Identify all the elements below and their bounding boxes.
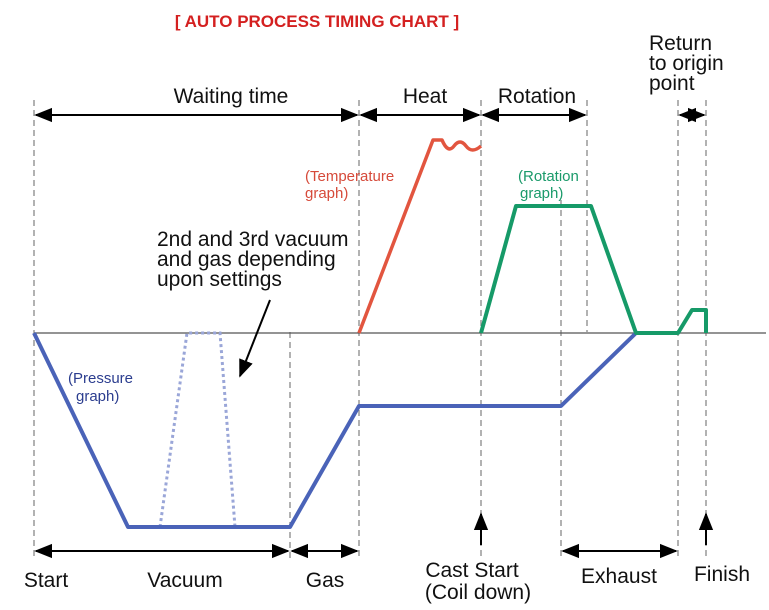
pressure-graph-line xyxy=(32,331,638,529)
annotation-line2: and gas depending xyxy=(157,248,336,271)
optional-vacuum-trace xyxy=(158,331,237,528)
annotation-line1: 2nd and 3rd vacuum xyxy=(157,228,348,251)
rotation-label: Rotation xyxy=(498,85,576,108)
rotation-graph-line xyxy=(479,204,708,335)
exhaust-label: Exhaust xyxy=(581,565,657,588)
heat-label: Heat xyxy=(403,85,448,108)
annotation-line3: upon settings xyxy=(157,268,282,291)
pressure-label-line1: (Pressure xyxy=(68,370,133,387)
return-label-line1: Return xyxy=(649,32,712,55)
return-label-line2: to origin xyxy=(649,52,724,75)
pressure-label-line2: graph) xyxy=(76,388,119,405)
temperature-label-line1: (Temperature xyxy=(305,168,394,185)
start-label: Start xyxy=(24,569,69,592)
rotation-graph-label-line1: (Rotation xyxy=(518,168,579,185)
annotation-arrow xyxy=(239,299,271,378)
temperature-label-line2: graph) xyxy=(305,185,348,202)
finish-label: Finish xyxy=(694,563,750,586)
bottom-phase-arrows xyxy=(34,512,714,559)
waiting-time-label: Waiting time xyxy=(174,85,289,108)
chart-title: [ AUTO PROCESS TIMING CHART ] xyxy=(175,12,459,31)
return-label-line3: point xyxy=(649,72,695,95)
cast-start-label-line1: Cast Start xyxy=(425,559,519,582)
rotation-graph-label-line2: graph) xyxy=(520,185,563,202)
gas-label: Gas xyxy=(306,569,345,592)
vacuum-label: Vacuum xyxy=(147,569,222,592)
temperature-graph-line xyxy=(357,138,483,334)
cast-start-label-line2: (Coil down) xyxy=(425,581,531,604)
